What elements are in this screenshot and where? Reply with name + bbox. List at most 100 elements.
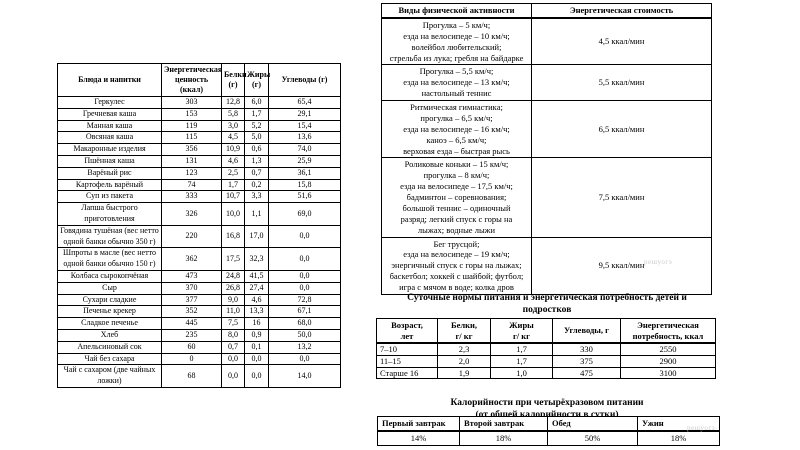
- energy-cell: 356: [161, 143, 222, 156]
- dish-name-cell: Суп из пакета: [57, 190, 162, 204]
- dish-name-cell: Геркулес: [57, 96, 162, 109]
- fat-cell: 1,7: [244, 107, 269, 121]
- dish-name-cell: Апельсиновый сок: [57, 340, 162, 354]
- energy-cell: 60: [161, 340, 222, 354]
- dish-name-cell: Хлеб: [57, 328, 162, 342]
- activity-description-cell: Роликовые коньки – 15 км/ч; прогулка – 8…: [381, 157, 532, 238]
- dish-name-cell: Гречневая каша: [57, 107, 162, 121]
- energy-cell: 333: [161, 190, 222, 204]
- carbs-cell: 69,0: [268, 202, 341, 226]
- food-table-row: Шпроты в масле (вес нетто одной банки об…: [57, 247, 341, 271]
- protein-cell: 17,5: [221, 247, 245, 271]
- carbs-norm-cell: 330: [552, 342, 621, 356]
- protein-cell: 10,9: [221, 143, 245, 156]
- protein-cell: 8,0: [221, 328, 245, 342]
- food-table-row: Апельсиновый сок 60 0,7 0,1 13,2: [57, 340, 341, 354]
- activity-table-row: Ритмическая гимнастика; прогулка – 6,5 к…: [381, 99, 712, 159]
- protein-cell: 0,0: [221, 352, 245, 366]
- energy-cell: 370: [161, 281, 222, 295]
- protein-cell: 10,7: [221, 190, 245, 204]
- carbs-cell: 72,8: [268, 293, 341, 307]
- food-table-row: Лапша быстрого приготовления 326 10,0 1,…: [57, 202, 341, 226]
- protein-cell: 1,7: [221, 178, 245, 192]
- carbs-cell: 13,2: [268, 340, 341, 354]
- fat-cell: 13,3: [244, 305, 269, 319]
- meal-name-header: Первый завтрак: [377, 416, 460, 433]
- protein-cell: 4,5: [221, 131, 245, 145]
- meal-name-header: Ужин: [637, 416, 720, 433]
- dish-name-cell: Чай с сахаром (две чайных ложки): [57, 364, 162, 388]
- norms-table-row: 11–15 2,0 1,7 375 2900: [376, 354, 716, 368]
- dish-name-cell: Макаронные изделия: [57, 143, 162, 156]
- activity-header-type: Виды физической активности: [381, 2, 532, 19]
- food-table-row: Манная каша 119 3,0 5,2 15,4: [57, 119, 341, 133]
- norms-header-fat: Жиры г/ кг: [490, 318, 553, 345]
- food-table-header-row: Блюда и напитки Энергетическая ценность …: [57, 63, 341, 97]
- energy-cell: 445: [161, 317, 222, 330]
- dish-name-cell: Чай без сахара: [57, 352, 162, 366]
- food-table-row: Чай с сахаром (две чайных ложки) 68 0,0 …: [57, 364, 341, 388]
- protein-cell: 7,5: [221, 317, 245, 330]
- activity-table-header-row: Виды физической активности Энергетическа…: [381, 2, 712, 19]
- meal-percentage-cell: 18%: [637, 430, 720, 447]
- fat-cell: 0,2: [244, 178, 269, 192]
- activity-description-cell: Бег трусцой; езда на велосипеде – 19 км/…: [381, 236, 532, 295]
- protein-norm-cell: 1,9: [437, 366, 491, 380]
- meal-name-header: Второй завтрак: [459, 416, 548, 433]
- fat-cell: 27,4: [244, 281, 269, 295]
- age-cell: 7–10: [376, 342, 438, 356]
- activity-cost-cell: 5,5 ккал/мин: [531, 64, 712, 101]
- activity-header-cost: Энергетическая стоимость: [531, 2, 712, 19]
- energy-cell: 352: [161, 305, 222, 319]
- energy-cell: 115: [161, 131, 222, 145]
- food-nutrition-table: Блюда и напитки Энергетическая ценность …: [57, 63, 341, 388]
- food-table-row: Овсяная каша 115 4,5 5,0 13,6: [57, 131, 341, 145]
- food-table-row: Говядина тушёная (вес нетто одной банки …: [57, 224, 341, 249]
- carbs-cell: 65,4: [268, 96, 341, 109]
- protein-norm-cell: 2,0: [437, 354, 491, 368]
- activity-cost-cell: 9,5 ккал/мин: [531, 236, 712, 295]
- dish-name-cell: Сыр: [57, 281, 162, 295]
- carbs-cell: 68,0: [268, 317, 341, 330]
- food-table-row: Сыр 370 26,8 27,4 0,0: [57, 281, 341, 295]
- norms-table-row: Старше 16 1,9 1,0 475 3100: [376, 366, 716, 380]
- activity-cost-cell: 7,5 ккал/мин: [531, 157, 712, 238]
- energy-need-cell: 2900: [620, 354, 716, 368]
- fat-cell: 0,1: [244, 340, 269, 354]
- fat-cell: 4,6: [244, 293, 269, 307]
- carbs-cell: 29,1: [268, 107, 341, 121]
- energy-cell: 153: [161, 107, 222, 121]
- protein-cell: 10,0: [221, 202, 245, 226]
- carbs-cell: 15,4: [268, 119, 341, 133]
- fat-norm-cell: 1,0: [490, 366, 553, 380]
- protein-cell: 5,8: [221, 107, 245, 121]
- food-header-energy: Энергетическая ценность (ккал): [161, 63, 222, 97]
- carbs-cell: 13,6: [268, 131, 341, 145]
- dish-name-cell: Лапша быстрого приготовления: [57, 202, 162, 226]
- dish-name-cell: Печенье крекер: [57, 305, 162, 319]
- dish-name-cell: Шпроты в масле (вес нетто одной банки об…: [57, 247, 162, 271]
- protein-cell: 24,8: [221, 269, 245, 283]
- food-table-row: Гречневая каша 153 5,8 1,7 29,1: [57, 107, 341, 121]
- protein-cell: 0,0: [221, 364, 245, 388]
- meals-table-value-row: 14% 18% 50% 18%: [377, 430, 720, 447]
- food-table-row: Картофель варёный 74 1,7 0,2 15,8: [57, 178, 341, 192]
- food-header-dish: Блюда и напитки: [57, 63, 162, 97]
- protein-cell: 0,7: [221, 340, 245, 354]
- protein-cell: 11,0: [221, 305, 245, 319]
- dish-name-cell: Сладкое печенье: [57, 317, 162, 330]
- food-table-row: Геркулес 303 12,8 6,0 65,4: [57, 96, 341, 109]
- food-table-row: Сладкое печенье 445 7,5 16 68,0: [57, 317, 341, 330]
- fat-cell: 6,0: [244, 96, 269, 109]
- food-table-row: Пшённая каша 131 4,6 1,3 25,9: [57, 154, 341, 168]
- fat-cell: 0,9: [244, 328, 269, 342]
- food-table-row: Чай без сахара 0 0,0 0,0 0,0: [57, 352, 341, 366]
- carbs-cell: 0,0: [268, 224, 341, 249]
- activity-table-row: Прогулка – 5 км/ч; езда на велосипеде – …: [381, 17, 712, 66]
- activity-cost-cell: 6,5 ккал/мин: [531, 99, 712, 159]
- energy-cell: 326: [161, 202, 222, 226]
- food-table-row: Суп из пакета 333 10,7 3,3 51,6: [57, 190, 341, 204]
- fat-cell: 1,1: [244, 202, 269, 226]
- dish-name-cell: Картофель варёный: [57, 178, 162, 192]
- fat-cell: 1,3: [244, 154, 269, 168]
